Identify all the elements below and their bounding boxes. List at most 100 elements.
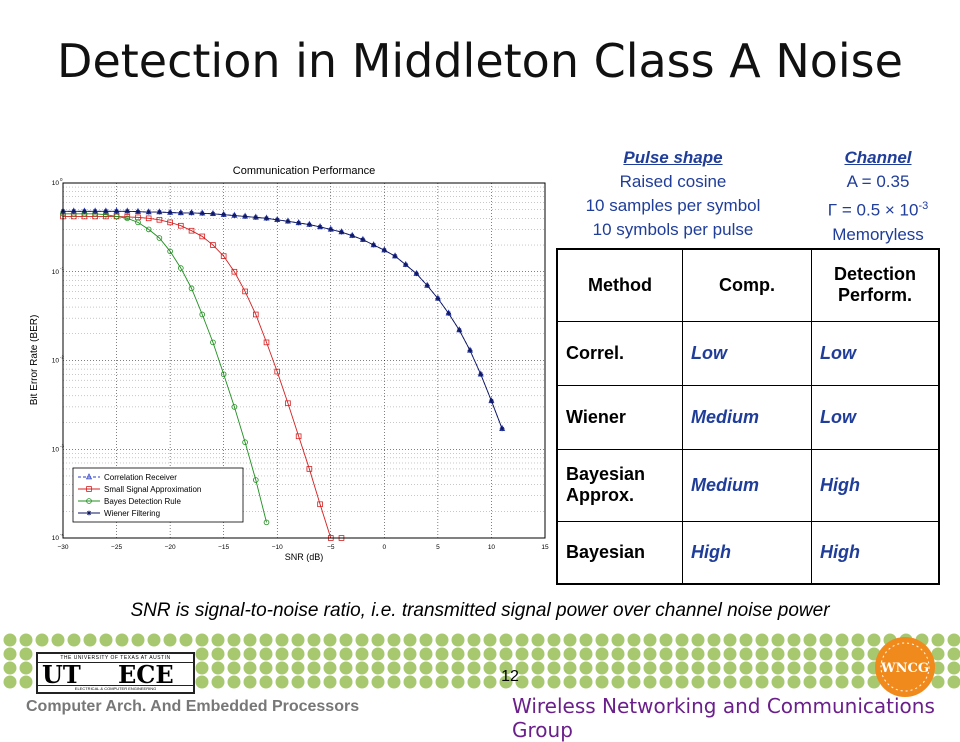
- ut-ece-logo: THE UNIVERSITY OF TEXAS AT AUSTIN UT ECE…: [36, 652, 195, 694]
- footer-dot: [196, 676, 209, 689]
- table-header-cell: Method: [557, 249, 683, 321]
- slide-title: Detection in Middleton Class A Noise: [0, 34, 960, 88]
- performance-cell: Low: [812, 385, 940, 449]
- footer-dot: [436, 634, 449, 647]
- footer-dot: [724, 676, 737, 689]
- gamma-exponent: -3: [918, 200, 928, 212]
- footer-dot: [212, 634, 225, 647]
- data-point: [296, 221, 301, 226]
- footer-dot: [404, 648, 417, 661]
- footer-dot: [212, 662, 225, 675]
- footer-dot: [292, 634, 305, 647]
- footer-dot: [820, 662, 833, 675]
- footer-dot: [340, 662, 353, 675]
- page-number: 12: [480, 668, 540, 686]
- footer-dot: [276, 648, 289, 661]
- gamma-text: = 0.5 × 10: [837, 201, 918, 220]
- y-tick-label: 10: [52, 180, 60, 187]
- footer-dot: [20, 676, 33, 689]
- footer-dot: [196, 634, 209, 647]
- footer-dot: [532, 648, 545, 661]
- y-tick-exponent: -4: [60, 532, 64, 537]
- footer-dot: [548, 648, 561, 661]
- footer-dot: [292, 662, 305, 675]
- footer-dot: [468, 662, 481, 675]
- data-point: [328, 227, 333, 232]
- footer-dot: [564, 676, 577, 689]
- data-point: [87, 511, 92, 516]
- footer-dot: [180, 634, 193, 647]
- footer-dot: [516, 634, 529, 647]
- footer-dot: [596, 676, 609, 689]
- table-row: Correl. Low Low: [557, 321, 939, 385]
- footer-dot: [628, 648, 641, 661]
- pulse-shape-block: Pulse shape Raised cosine 10 samples per…: [560, 146, 786, 242]
- footer-dot: [228, 634, 241, 647]
- chart-xlabel: SNR (dB): [285, 552, 324, 562]
- footer-dot: [852, 648, 865, 661]
- footer-dot: [852, 634, 865, 647]
- footer-dot: [788, 676, 801, 689]
- chart-ylabel: Bit Error Rate (BER): [30, 315, 40, 406]
- ut-logo-bottom-text: ELECTRICAL & COMPUTER ENGINEERING: [38, 685, 193, 692]
- footer-group-name: Wireless Networking and Communications G…: [512, 694, 960, 742]
- footer-dot: [500, 634, 513, 647]
- channel-block: Channel A = 0.35 Γ = 0.5 × 10-3 Memoryle…: [808, 146, 948, 247]
- footer-dot: [788, 634, 801, 647]
- footer-dot: [596, 662, 609, 675]
- footer-dot: [804, 648, 817, 661]
- footer-dot: [548, 676, 561, 689]
- footer-dot: [772, 648, 785, 661]
- footer-dot: [612, 634, 625, 647]
- complexity-cell: Medium: [683, 385, 812, 449]
- footer-dot: [564, 648, 577, 661]
- footer-dot: [580, 662, 593, 675]
- footer-dot: [484, 648, 497, 661]
- footer-dot: [260, 634, 273, 647]
- data-point: [168, 210, 173, 215]
- channel-a-line: A = 0.35: [808, 170, 948, 194]
- footer-dot: [852, 662, 865, 675]
- legend-label: Wiener Filtering: [104, 509, 160, 518]
- complexity-cell: High: [683, 521, 812, 584]
- data-point: [243, 214, 248, 219]
- footer-dot: [628, 676, 641, 689]
- footer-dot: [324, 634, 337, 647]
- x-tick-label: 10: [488, 544, 496, 551]
- footer-dot: [644, 662, 657, 675]
- footer-dot: [452, 634, 465, 647]
- footer-dot: [788, 648, 801, 661]
- wncg-logo: WNCG: [874, 636, 936, 698]
- table-header-cell: Detection Perform.: [812, 249, 940, 321]
- footer-dot: [276, 662, 289, 675]
- footer-dot: [532, 634, 545, 647]
- legend-label: Bayes Detection Rule: [104, 497, 181, 506]
- footer-dot: [372, 676, 385, 689]
- footer-dot: [836, 648, 849, 661]
- footer-dot: [756, 634, 769, 647]
- footer-dot: [20, 634, 33, 647]
- footer-dot: [420, 662, 433, 675]
- channel-header: Channel: [808, 146, 948, 170]
- method-comparison-table: Method Comp. Detection Perform. Correl. …: [556, 248, 940, 585]
- footer-dot: [676, 648, 689, 661]
- data-point: [318, 225, 323, 230]
- footer-dot: [548, 634, 561, 647]
- footer-dot: [644, 634, 657, 647]
- footer-dot: [228, 662, 241, 675]
- footer-dot: [324, 676, 337, 689]
- footer-dot: [452, 662, 465, 675]
- channel-memory: Memoryless: [808, 223, 948, 247]
- footer-dot: [596, 634, 609, 647]
- x-tick-label: 0: [383, 544, 387, 551]
- pulse-line: 10 symbols per pulse: [560, 218, 786, 242]
- footer-dot: [228, 676, 241, 689]
- data-point: [189, 211, 194, 216]
- footer-dot: [580, 634, 593, 647]
- data-point: [157, 210, 162, 215]
- footer-dot: [468, 648, 481, 661]
- footer-dot: [420, 634, 433, 647]
- complexity-cell: Low: [683, 321, 812, 385]
- footer-dot: [276, 676, 289, 689]
